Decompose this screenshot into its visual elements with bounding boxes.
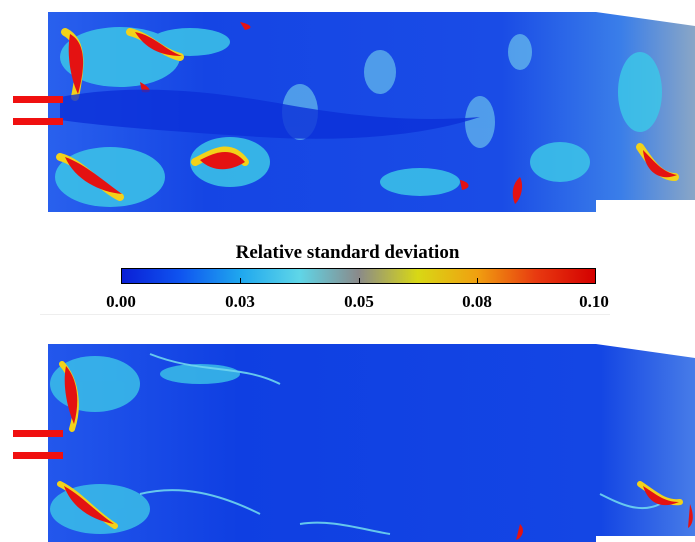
colorbar-label-2: 0.05 — [344, 292, 374, 311]
colorbar-label-0: 0.00 — [106, 292, 136, 311]
top-contour-plot — [13, 12, 695, 212]
colorbar-label-1: 0.03 — [225, 292, 255, 311]
divider — [40, 314, 610, 315]
bottom-contour-panel — [0, 344, 695, 542]
injector-upper-top — [13, 96, 63, 103]
colorbar-title: Relative standard deviation — [235, 242, 460, 263]
colorbar-tick-3 — [477, 278, 478, 284]
injector-upper-bottom — [13, 430, 63, 437]
bottom-contour-plot — [13, 344, 695, 542]
injector-lower-top — [13, 118, 63, 125]
colorbar-label-4: 0.10 — [579, 292, 609, 311]
top-contour-panel — [0, 12, 695, 214]
injector-lower-bottom — [13, 452, 63, 459]
colorbar-label-3: 0.08 — [462, 292, 492, 311]
colorbar-tick-1 — [240, 278, 241, 284]
bottom-field-background — [48, 344, 695, 542]
top-jet-core — [60, 89, 480, 139]
colorbar-tick-2 — [359, 278, 360, 284]
